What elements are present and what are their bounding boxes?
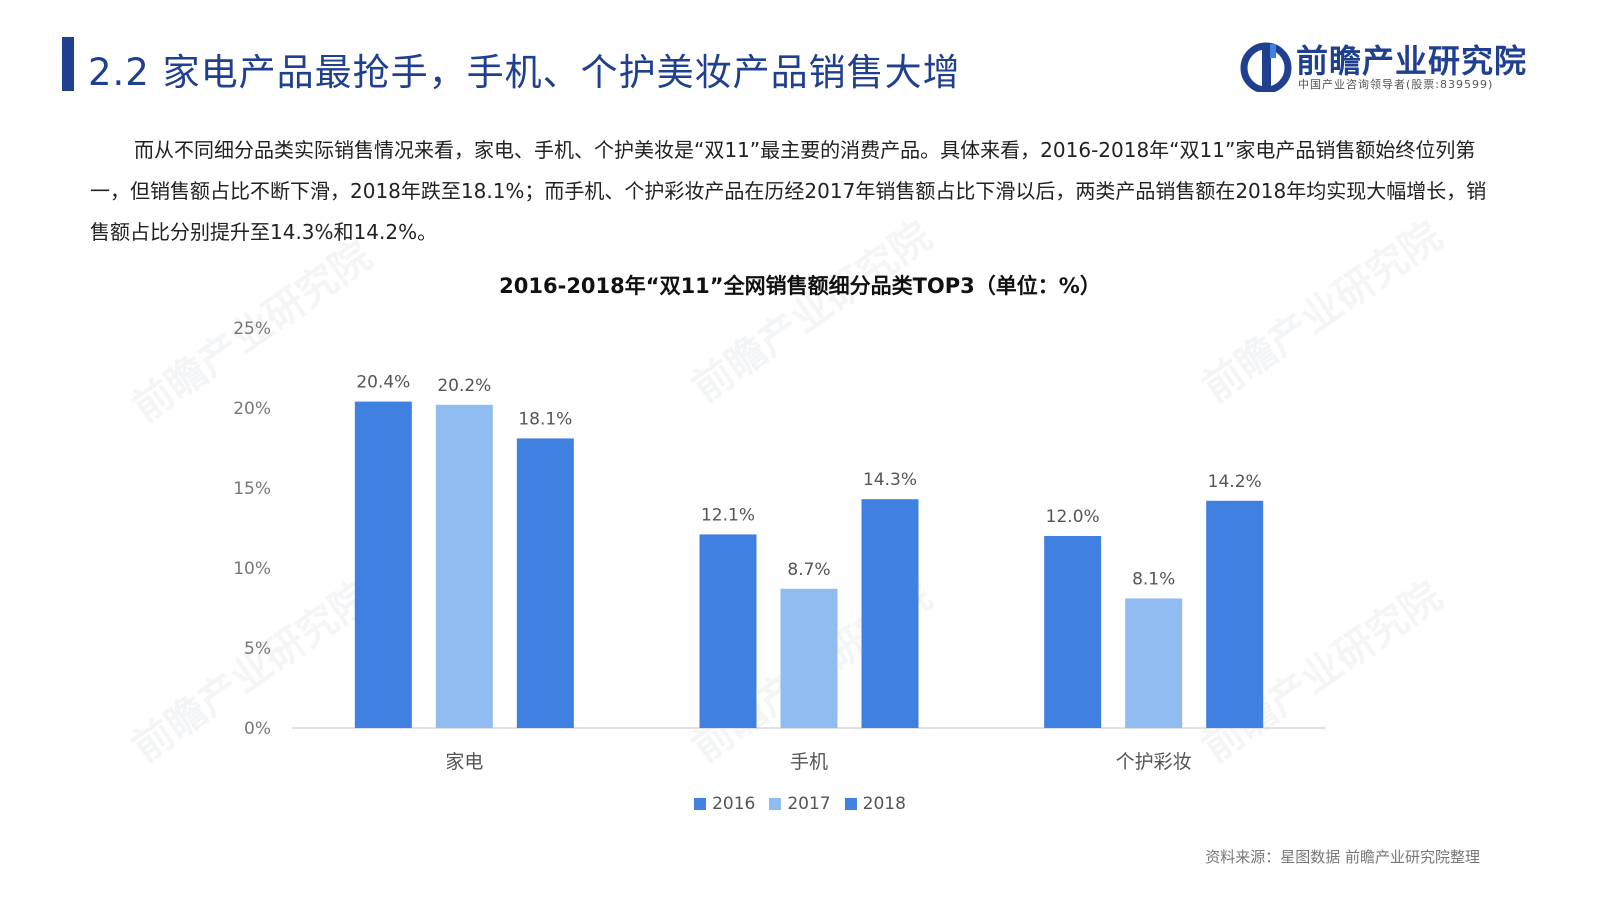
logo-name: 前瞻产业研究院: [1296, 42, 1528, 80]
data-label: 8.7%: [787, 560, 830, 580]
data-label: 12.0%: [1046, 507, 1100, 527]
x-category-label: 手机: [790, 751, 828, 773]
data-label: 14.3%: [863, 470, 917, 490]
company-logo: 前瞻产业研究院 中国产业咨询领导者(股票:839599): [1240, 36, 1540, 96]
legend-swatch: [769, 798, 782, 810]
legend-item-2017: 2017: [769, 794, 831, 814]
bar-2018: [861, 499, 919, 728]
chart-title: 2016-2018年“双11”全网销售额细分品类TOP3（单位：%）: [499, 274, 1101, 298]
title-accent-bar: [62, 37, 74, 91]
chart-legend: 2016 2017 2018: [0, 794, 1600, 814]
logo-tagline: 中国产业咨询领导者(股票:839599): [1298, 78, 1494, 91]
bar-2018: [1206, 500, 1264, 728]
legend-item-2016: 2016: [694, 794, 755, 814]
bar-2017: [780, 588, 838, 728]
bar-2016: [699, 534, 757, 728]
data-label: 20.4%: [356, 373, 410, 393]
data-label: 12.1%: [701, 505, 755, 525]
y-tick-label: 15%: [233, 479, 271, 499]
legend-label: 2016: [712, 794, 756, 814]
bar-2017: [1125, 598, 1183, 728]
y-tick-label: 25%: [233, 319, 271, 339]
y-tick-label: 20%: [233, 399, 271, 419]
bar-2016: [1044, 536, 1102, 728]
legend-swatch: [694, 798, 707, 810]
intro-paragraph: 而从不同细分品类实际销售情况来看，家电、手机、个护美妆是“双11”最主要的消费产…: [90, 138, 1487, 244]
logo-mark-icon: [1240, 42, 1292, 92]
data-label: 14.2%: [1208, 472, 1262, 492]
page-title: 2.2 家电产品最抢手，手机、个护美妆产品销售大增: [88, 51, 961, 94]
legend-swatch: [844, 798, 857, 810]
data-label: 18.1%: [518, 409, 572, 429]
data-label: 20.2%: [437, 376, 491, 396]
legend-label: 2018: [862, 794, 906, 814]
legend-item-2018: 2018: [844, 794, 906, 814]
legend-label: 2017: [787, 794, 831, 814]
bar-2017: [435, 404, 493, 728]
bar-chart: 0% 5% 10% 15% 20% 25% 20.4% 20.2% 18.1% 家电 12.1% 8.…: [233, 319, 1326, 773]
bar-2018: [516, 438, 574, 728]
x-category-label: 家电: [445, 751, 483, 773]
y-tick-label: 0%: [244, 719, 271, 739]
y-tick-label: 5%: [244, 639, 271, 659]
bar-2016: [354, 401, 412, 728]
data-label: 8.1%: [1132, 569, 1175, 589]
y-tick-label: 10%: [233, 559, 271, 579]
source-note: 资料来源：星图数据 前瞻产业研究院整理: [1205, 848, 1480, 866]
x-category-label: 个护彩妆: [1116, 751, 1192, 773]
